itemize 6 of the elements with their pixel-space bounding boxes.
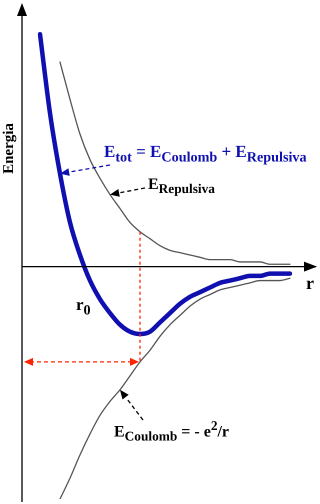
series-label: E$_{Repulsiva}$ [148, 176, 215, 198]
text: E$_{tot}$ = E$_{Coulomb}$ + E$_{Repulsiva}$ [104, 142, 307, 166]
y-axis-title: Energia [0, 123, 18, 174]
annotation: r$_{0}$ [76, 295, 91, 320]
series-label: E$_{Coulomb}$ = - e$^{2}$/r [114, 418, 230, 445]
x-axis-title: r [306, 273, 314, 294]
